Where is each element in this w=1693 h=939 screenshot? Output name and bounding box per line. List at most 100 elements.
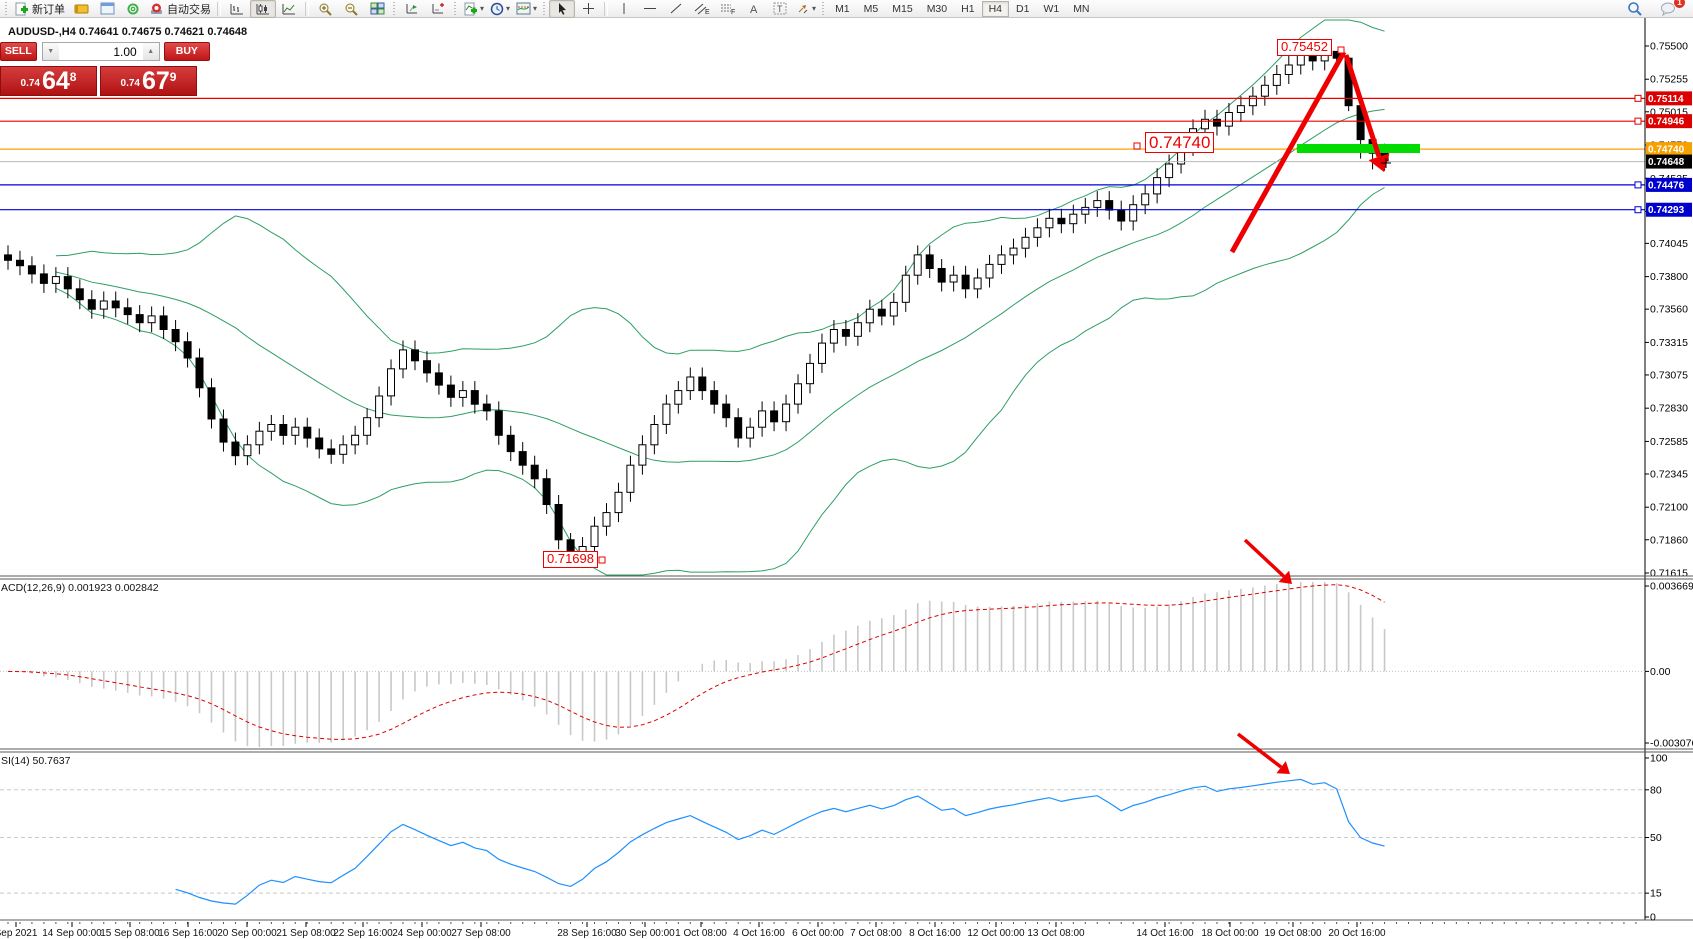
toolbar-grip[interactable]	[542, 1, 548, 16]
chart-window-button[interactable]	[94, 0, 120, 18]
book-button[interactable]	[68, 0, 94, 18]
new-order-button[interactable]: 新订单	[11, 0, 68, 18]
candle-body	[375, 395, 384, 419]
horizontal-line-button[interactable]	[637, 0, 663, 18]
svg-text:F: F	[731, 9, 735, 15]
candle-body	[75, 288, 84, 301]
candles-layer	[4, 50, 1389, 562]
rsi-axis-label: 0	[1650, 912, 1656, 924]
candle-body	[710, 390, 719, 405]
indicators-button[interactable]: ▾	[460, 0, 487, 18]
timeframe-button-m1[interactable]: M1	[835, 2, 850, 15]
timeframe-button-h4[interactable]: H4	[981, 0, 1009, 17]
text-button[interactable]: A	[741, 0, 767, 18]
toolbar-grip[interactable]	[392, 1, 397, 16]
buy-button[interactable]: BUY	[163, 42, 210, 61]
timeframe-button-w1[interactable]: W1	[1043, 2, 1060, 15]
line-handle	[1634, 181, 1642, 189]
annotation-anchor-handle	[1337, 46, 1345, 54]
search-button[interactable]	[1621, 0, 1647, 18]
annotation-anchor-handle	[1133, 142, 1141, 150]
trend-arrow	[1229, 50, 1347, 254]
autotrading-button[interactable]: 自动交易	[146, 0, 214, 18]
bar-chart-button[interactable]	[224, 0, 250, 18]
trendline-icon	[670, 3, 682, 14]
zoom-in-button[interactable]	[312, 0, 338, 18]
periods-button[interactable]: ▾	[487, 0, 513, 18]
trend-arrow	[1343, 54, 1382, 158]
timeframe-button-m5[interactable]: M5	[863, 2, 879, 15]
timeframe-button-mn[interactable]: MN	[1073, 2, 1090, 15]
time-axis-label: 15 Sep 08:00	[100, 928, 160, 939]
svg-text:0.75114: 0.75114	[1648, 94, 1684, 105]
candle-body	[27, 265, 36, 275]
toolbar-grip[interactable]	[453, 1, 458, 16]
one-click-trading-panel: SELL ▼ 1.00 ▲ BUY 0.74 64 8 0.74 67 9	[0, 42, 210, 96]
text-label-button[interactable]: T	[767, 0, 793, 18]
buy-price-pips: 67	[141, 67, 170, 95]
candle-body	[985, 263, 994, 279]
zoom-out-button[interactable]	[338, 0, 364, 18]
volume-input[interactable]: 1.00	[113, 44, 137, 59]
volume-decrease-button[interactable]: ▼	[42, 43, 59, 60]
drawings-layer[interactable]	[598, 46, 1420, 774]
candle-body	[16, 259, 24, 267]
volume-increase-button[interactable]: ▲	[142, 43, 159, 60]
candle-body	[937, 268, 946, 283]
cursor-button[interactable]	[549, 0, 576, 18]
annotation-anchor-handle	[598, 556, 606, 564]
toolbar-grip[interactable]	[821, 1, 827, 16]
price-axis-badge[interactable]: 0.74476	[1634, 177, 1692, 192]
chat-button[interactable]: 1	[1655, 0, 1686, 18]
auto-arrange-button[interactable]	[399, 0, 425, 18]
toolbar-grip[interactable]	[4, 1, 9, 16]
signals-button[interactable]	[120, 0, 146, 18]
price-axis-badge[interactable]: 0.74648	[1646, 154, 1692, 169]
volume-stepper: ▼ 1.00 ▲	[41, 42, 160, 61]
svg-text:0.74293: 0.74293	[1648, 205, 1685, 216]
sell-price-button[interactable]: 0.74 64 8	[0, 66, 97, 96]
price-annotation-peak[interactable]: 0.75452	[1277, 39, 1332, 56]
arrows-button[interactable]: ▾	[793, 0, 819, 18]
price-axis-badge[interactable]: 0.74740	[1646, 142, 1692, 157]
price-annotation-mid[interactable]: 0.74740	[1145, 132, 1215, 154]
timeframe-button-h1[interactable]: H1	[961, 2, 975, 15]
buy-price-button[interactable]: 0.74 67 9	[100, 66, 197, 96]
chart-shift-button[interactable]	[425, 0, 451, 18]
candle-body	[1201, 118, 1209, 130]
sell-button[interactable]: SELL	[0, 42, 37, 61]
candle-body	[949, 274, 958, 283]
auto-arrange-icon	[406, 4, 417, 14]
price-annotation-low[interactable]: 0.71698	[543, 551, 598, 568]
svg-text:0.74648: 0.74648	[1648, 157, 1685, 168]
timeframe-button-m30[interactable]: M30	[926, 2, 948, 15]
vertical-line-button[interactable]	[611, 0, 637, 18]
candle-body	[399, 349, 407, 370]
price-axis-badge[interactable]: 0.74946	[1634, 114, 1692, 129]
candle-body	[159, 315, 168, 330]
crosshair-button[interactable]	[575, 0, 601, 18]
tile-windows-button[interactable]	[364, 0, 390, 18]
templates-icon	[516, 2, 531, 15]
time-axis-label: 14 Oct 16:00	[1136, 928, 1194, 939]
candle-body	[387, 368, 395, 397]
trendline-button[interactable]	[663, 0, 689, 18]
horizontal-lines-layer[interactable]	[0, 97, 1645, 211]
candle-body	[865, 308, 874, 324]
price-axis-badge[interactable]: 0.74293	[1634, 202, 1692, 217]
line-chart-button[interactable]	[276, 0, 302, 18]
fibonacci-button[interactable]: F	[715, 0, 741, 18]
candle-body	[1057, 217, 1066, 225]
timeframe-button-m15[interactable]: M15	[892, 2, 913, 15]
candlestick-chart-button[interactable]	[250, 0, 276, 18]
pane-separators[interactable]	[0, 575, 1693, 921]
price-tick-label: 0.73560	[1650, 304, 1688, 316]
line-handle	[1634, 117, 1642, 125]
templates-button[interactable]: ▾	[513, 0, 540, 18]
price-axis-badge[interactable]: 0.75114	[1634, 91, 1692, 106]
candle-body	[542, 478, 551, 506]
candle-body	[470, 390, 479, 405]
timeframe-button-d1[interactable]: D1	[1016, 2, 1030, 15]
equidistant-channel-button[interactable]: E	[689, 0, 715, 18]
